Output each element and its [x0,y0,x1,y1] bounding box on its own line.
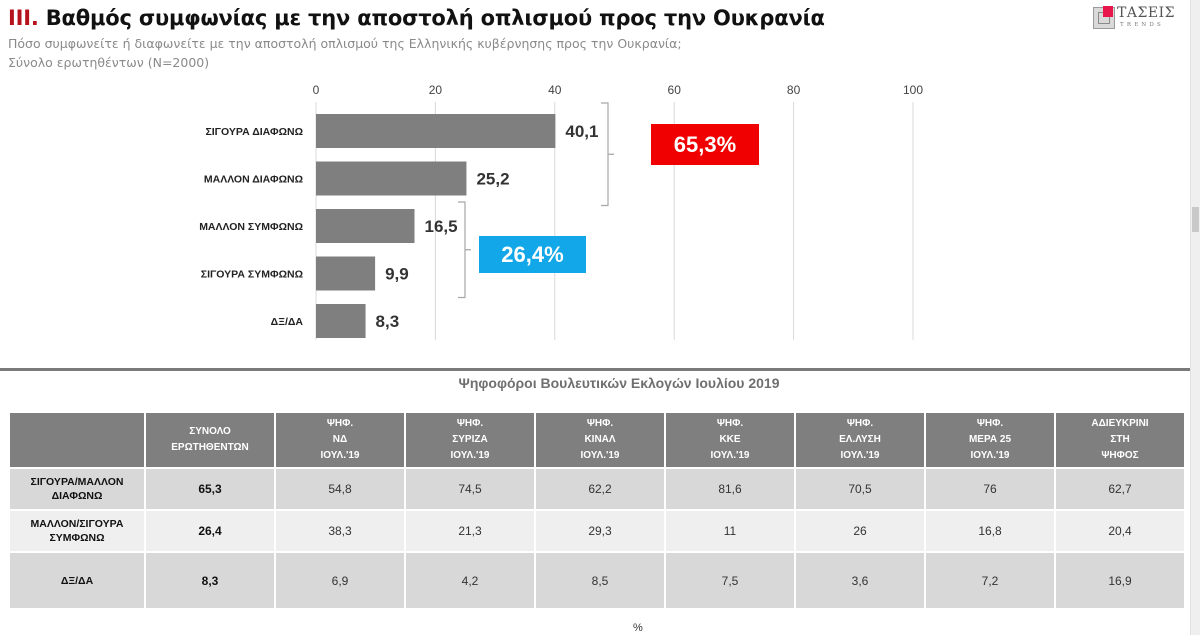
table-title: Ψηφοφόροι Βουλευτικών Εκλογών Ιουλίου 20… [458,375,780,391]
table-cell: 7,5 [664,551,796,610]
table-cell: 11 [664,509,796,553]
title-text: Βαθμός συμφωνίας με την αποστολή οπλισμο… [45,6,825,30]
bar [316,304,366,338]
category-label: ΜΑΛΛΟΝ ΣΥΜΦΩΝΩ [199,221,303,233]
data-label: 40,1 [565,122,598,141]
category-label: ΣΙΓΟΥΡΑ ΔΙΑΦΩΝΩ [205,126,303,138]
base-text: Σύνολο ερωτηθέντων (Ν=2000) [8,55,210,70]
bar [316,256,376,291]
table-cell: 20,4 [1054,509,1186,553]
scrollbar-thumb[interactable] [1192,207,1199,232]
total-cell: 8,3 [144,551,276,610]
table-header-cell: ΨΗΦ. ΚΙΝΑΛ ΙΟΥΛ.'19 [534,411,666,469]
logo-tagline: TRENDS [1120,22,1165,28]
table-header-cell: ΑΔΙΕΥΚΡΙΝΙ ΣΤΗ ΨΗΦΟΣ [1054,411,1186,469]
row-label: ΔΞ/ΔΑ [8,551,146,610]
table-cell: 4,2 [404,551,536,610]
table-cell: 62,2 [534,467,666,511]
logo-accent [1103,6,1113,17]
data-label: 8,3 [376,312,400,331]
category-label: ΜΑΛΛΟΝ ΔΙΑΦΩΝΩ [204,174,303,186]
table-cell: 6,9 [274,551,406,610]
table-header-cell: ΨΗΦ. ΝΔ ΙΟΥΛ.'19 [274,411,406,469]
table-cell: 21,3 [404,509,536,553]
x-tick-label: 80 [787,83,801,97]
table-header-row: ΣΥΝΟΛΟ ΕΡΩΤΗΘΕΝΤΩΝ ΨΗΦ. ΝΔ ΙΟΥΛ.'19 ΨΗΦ. ΣΥΡΙΖ… [8,411,1186,469]
table-cell: 16,8 [924,509,1056,553]
row-label: ΣΙΓΟΥΡΑ/ΜΑΛΛΟΝ ΔΙΑΦΩΝΩ [8,467,146,511]
table-cell: 54,8 [274,467,406,511]
page-title: III. Βαθμός συμφωνίας με την αποστολή οπ… [8,6,825,30]
table-header-cell: ΨΗΦ. ΜΕΡΑ 25 ΙΟΥΛ.'19 [924,411,1056,469]
table-cell: 81,6 [664,467,796,511]
total-cell: 26,4 [144,509,276,553]
bar [316,114,556,148]
question-text: Πόσο συμφωνείτε ή διαφωνείτε με την αποσ… [8,36,682,51]
data-label: 25,2 [476,170,509,189]
category-label: ΣΙΓΟΥΡΑ ΣΥΜΦΩΝΩ [201,269,303,281]
x-tick-label: 100 [903,83,923,97]
logo: ΤΑΣΕΙΣ TRENDS [1093,5,1185,31]
title-number: III. [8,6,39,30]
table-cell: 76 [924,467,1056,511]
table-row: ΔΞ/ΔΑ 8,3 6,9 4,2 8,5 7,5 3,6 7,2 16,9 [8,551,1186,610]
bar-chart: 0 20 40 60 80 100 ΣΙΓΟΥΡΑ ΔΙΑΦΩΝΩ 40,1 ΜΑΛΛΟΝ ΔΙ… [199,83,923,340]
table-cell: 38,3 [274,509,406,553]
table-cell: 7,2 [924,551,1056,610]
table-cell: 74,5 [404,467,536,511]
table-cell: 3,6 [794,551,926,610]
table-row: ΣΙΓΟΥΡΑ/ΜΑΛΛΟΝ ΔΙΑΦΩΝΩ 65,3 54,8 74,5 62,2 81,… [8,467,1186,511]
logo-name: ΤΑΣΕΙΣ [1117,5,1175,21]
table-cell: 29,3 [534,509,666,553]
bracket-agree [458,201,471,299]
x-tick-label: 60 [668,83,682,97]
table-cell: 8,5 [534,551,666,610]
table-cell: 70,5 [794,467,926,511]
x-tick-label: 40 [548,83,562,97]
section-divider [0,368,1190,371]
bracket-disagree [601,102,614,207]
x-tick-label: 0 [313,83,320,97]
table-row: ΜΑΛΛΟΝ/ΣΙΓΟΥΡΑ ΣΥΜΦΩΝΩ 26,4 38,3 21,3 29,3 11 2… [8,509,1186,553]
category-label: ΔΞ/ΔΑ [271,316,304,328]
table-header-cell: ΨΗΦ. ΕΛ.ΛΥΣΗ ΙΟΥΛ.'19 [794,411,926,469]
table-header-cell: ΨΗΦ. ΚΚΕ ΙΟΥΛ.'19 [664,411,796,469]
table-cell: 16,9 [1054,551,1186,610]
x-tick-label: 20 [429,83,443,97]
callout-disagree-total: 65,3% [651,124,759,165]
bar [316,161,467,196]
table-header-blank [8,411,146,469]
vertical-scrollbar[interactable] [1190,0,1200,635]
table-cell: 62,7 [1054,467,1186,511]
results-table: ΣΥΝΟΛΟ ΕΡΩΤΗΘΕΝΤΩΝ ΨΗΦ. ΝΔ ΙΟΥΛ.'19 ΨΗΦ. ΣΥΡΙΖ… [8,411,1186,610]
data-label: 16,5 [425,217,458,236]
callout-agree-total: 26,4% [479,236,586,273]
table-header-cell: ΣΥΝΟΛΟ ΕΡΩΤΗΘΕΝΤΩΝ [144,411,276,469]
data-label: 9,9 [385,265,409,284]
unit-label: % [633,622,643,634]
bar [316,209,415,243]
total-cell: 65,3 [144,467,276,511]
row-label: ΜΑΛΛΟΝ/ΣΙΓΟΥΡΑ ΣΥΜΦΩΝΩ [8,509,146,553]
table-cell: 26 [794,509,926,553]
table-header-cell: ΨΗΦ. ΣΥΡΙΖΑ ΙΟΥΛ.'19 [404,411,536,469]
